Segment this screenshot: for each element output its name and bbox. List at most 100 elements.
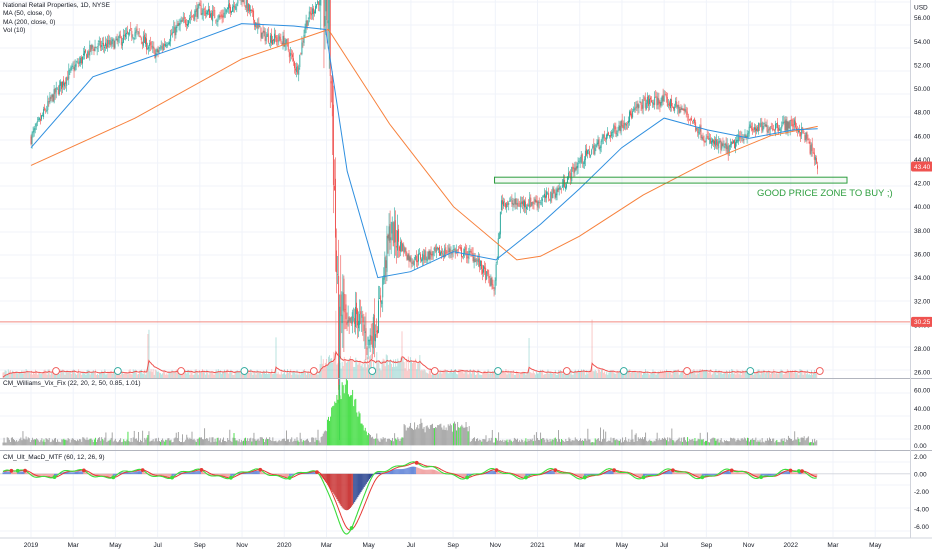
volume-bar [603,372,605,378]
vix-bar [120,438,122,446]
volume-bar [128,370,130,378]
volume-bar [406,370,408,378]
macd-histogram-bar [588,473,590,476]
vix-bar [241,441,243,446]
price-candle [570,173,572,180]
macd-histogram-bar [682,472,684,475]
volume-bar [194,369,196,378]
vix-bar [706,440,707,446]
macd-histogram-bar [734,472,736,475]
volume-bar [580,371,581,378]
volume-bar [33,372,34,378]
vix-bar [233,433,235,446]
macd-legend[interactable]: CM_Ult_MacD_MTF (60, 12, 26, 9) [3,454,105,461]
volume-bar [639,372,641,378]
vix-bar [191,431,193,446]
vix-bar [505,440,507,446]
price-candle [384,257,386,278]
vix-bar [448,425,450,446]
price-candle [409,256,411,261]
macd-histogram-bar [136,471,138,475]
price-candle [147,48,148,49]
vix-bar [806,437,808,446]
price-candle [427,251,429,259]
vix-bar [373,438,375,446]
price-candle [105,42,106,47]
vix-bar [712,437,714,446]
vix-legend[interactable]: CM_Williams_Vix_Fix (22, 20, 2, 50, 0.85… [3,380,141,387]
price-candle [59,81,61,86]
volume-bar [324,362,326,378]
volume-bar [311,373,313,378]
vix-bar [4,442,6,446]
price-candle [467,256,469,258]
vix-bar [631,429,633,446]
vix-bar [497,440,498,446]
volume-bar [759,374,761,378]
macd-histogram-bar [769,473,770,476]
vix-bar [722,442,724,446]
volume-bar [567,372,569,378]
price-candle [323,0,325,28]
vix-tick-label: 20.00 [914,424,931,431]
volume-bar [286,373,287,378]
vix-bar [799,442,801,446]
main-legend[interactable]: National Retail Properties, 1D, NYSE MA … [3,2,110,36]
vix-bar [212,437,214,446]
vix-bar [568,437,570,446]
macd-histogram-bar [127,472,129,475]
ma50-legend[interactable]: MA (50, close, 0) [3,10,52,18]
volume-bar [540,369,542,378]
price-candle [520,201,522,204]
macd-histogram-bar [140,471,141,475]
currency-label: USD [914,5,928,12]
buy-zone-annotation[interactable]: GOOD PRICE ZONE TO BUY ;) [757,188,893,199]
macd-histogram-bar [156,473,158,476]
macd-histogram-bar [547,471,549,475]
vix-bar [690,440,692,446]
volume-bar [147,334,149,378]
macd-histogram-bar [188,472,190,475]
vix-bar [311,437,313,446]
vix-bar [370,434,371,446]
volume-bar [358,361,360,378]
volume-bar [727,371,728,378]
time-axis[interactable]: 2019 Mar May Jul Sep Nov 2020 Mar May Jul Sep Nov 20… [0,537,932,549]
price-candle [479,260,481,266]
price-candle [483,265,484,273]
volume-bar [219,370,221,378]
vix-bar [783,438,785,446]
volume-bar [716,374,718,378]
macd-histogram-bar [335,473,337,498]
volume-bar [479,374,481,378]
volume-bar [810,374,811,378]
price-axis[interactable]: 56.0054.0052.0050.0048.0046.0044.0042.00… [914,15,931,531]
price-candle [592,145,594,148]
earnings-marker-icon [310,367,318,375]
volume-bar [814,369,816,378]
price-candle [702,136,704,140]
price-candle [346,322,348,325]
vix-bar [115,441,117,446]
macd-histogram-bar [78,471,80,475]
buy-zone-rectangle[interactable] [493,176,848,184]
vix-bar [750,439,752,446]
macd-histogram-bar [413,466,414,475]
volume-bar [610,370,612,378]
macd-histogram-bar [145,472,147,475]
macd-histogram-bar [204,472,206,475]
volume-legend[interactable]: Vol (10) [3,27,26,35]
price-candle [804,135,806,140]
price-candle [653,102,655,105]
macd-histogram-bar [751,473,753,476]
macd-histogram-bar [814,473,816,477]
vix-bar [402,437,404,446]
vix-bar [113,440,115,446]
price-candle [793,119,795,125]
volume-bar [112,372,114,378]
volume-bar [26,370,28,378]
ma200-legend[interactable]: MA (200, close, 0) [3,18,56,26]
price-candle [265,36,267,41]
vix-bar [382,437,384,446]
